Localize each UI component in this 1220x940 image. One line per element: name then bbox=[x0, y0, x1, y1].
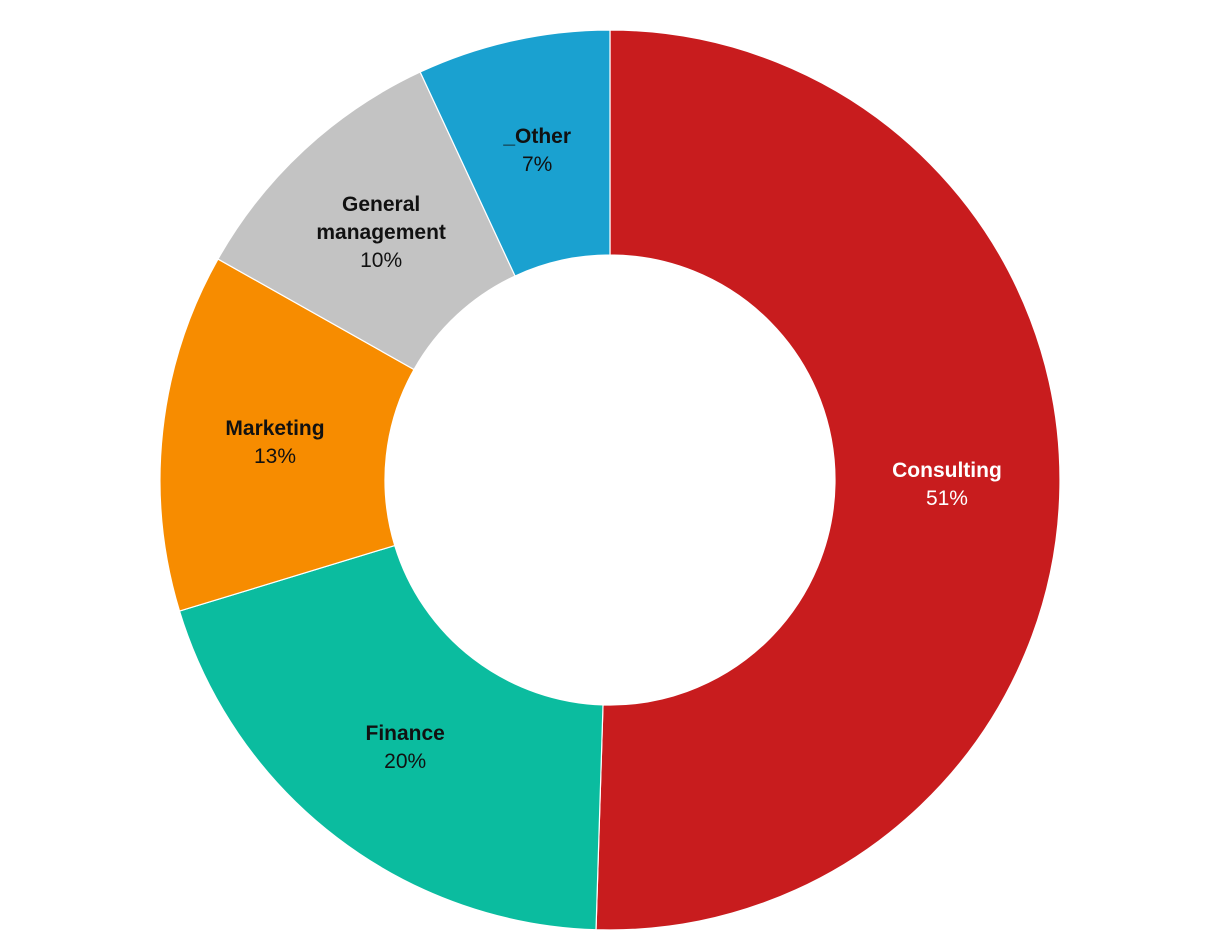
category-label: Finance bbox=[365, 721, 445, 745]
category-label: Consulting bbox=[892, 459, 1002, 483]
value-label: 51% bbox=[925, 487, 968, 511]
category-label: General management bbox=[316, 192, 446, 244]
slice bbox=[178, 544, 604, 931]
slice-label: _Other 7% bbox=[452, 123, 622, 179]
category-label: Marketing bbox=[225, 417, 325, 441]
value-label: 20% bbox=[384, 749, 427, 773]
value-label: 10% bbox=[360, 248, 403, 272]
slice-label: Finance 20% bbox=[320, 720, 490, 776]
slice-label: General management 10% bbox=[296, 191, 466, 275]
slice bbox=[595, 29, 1061, 931]
category-label: _Other bbox=[503, 124, 572, 148]
value-label: 7% bbox=[522, 152, 553, 176]
slice bbox=[419, 29, 611, 277]
slice-label: Consulting 51% bbox=[862, 457, 1032, 513]
slice bbox=[159, 258, 415, 612]
value-label: 13% bbox=[253, 445, 296, 469]
slice-label: Marketing 13% bbox=[190, 415, 360, 471]
